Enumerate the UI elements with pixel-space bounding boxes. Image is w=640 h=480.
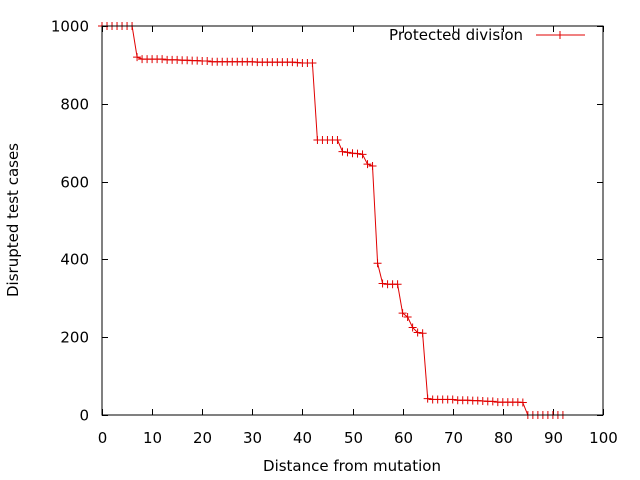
plus-marker-icon bbox=[343, 148, 352, 157]
plus-marker-icon bbox=[378, 279, 387, 288]
plus-marker-icon bbox=[418, 329, 427, 338]
plus-marker-icon bbox=[373, 259, 382, 268]
plus-marker-icon bbox=[393, 280, 402, 289]
x-tick-label: 60 bbox=[394, 429, 413, 447]
x-axis-title: Distance from mutation bbox=[263, 457, 441, 475]
x-tick-label: 20 bbox=[193, 429, 212, 447]
plus-marker-icon bbox=[358, 150, 367, 159]
plus-marker-icon bbox=[368, 162, 377, 171]
y-axis-title: Disrupted test cases bbox=[4, 143, 22, 297]
x-tick-label: 100 bbox=[589, 429, 618, 447]
x-tick-labels: 0 10 20 30 40 50 60 70 80 90 100 bbox=[98, 429, 618, 447]
plus-marker-icon bbox=[133, 53, 142, 62]
x-tick-label: 30 bbox=[243, 429, 262, 447]
plus-marker-icon bbox=[338, 147, 347, 156]
x-tick-label: 0 bbox=[98, 429, 108, 447]
x-tick-label: 80 bbox=[494, 429, 513, 447]
x-tick-label: 70 bbox=[444, 429, 463, 447]
plus-marker-icon bbox=[333, 135, 342, 144]
y-tick-label: 600 bbox=[60, 174, 89, 192]
plus-marker-icon bbox=[403, 312, 412, 321]
plus-marker-icon bbox=[203, 57, 212, 66]
plus-marker-icon bbox=[423, 394, 432, 403]
plus-marker-icon bbox=[408, 323, 417, 332]
x-tick-label: 10 bbox=[143, 429, 162, 447]
plus-marker-icon bbox=[363, 160, 372, 169]
plot-frame bbox=[101, 25, 604, 416]
x-tick-label: 90 bbox=[544, 429, 563, 447]
y-tick-label: 400 bbox=[60, 251, 89, 269]
plus-marker-icon bbox=[353, 149, 362, 158]
x-tick-label: 40 bbox=[293, 429, 312, 447]
plus-marker-icon bbox=[488, 397, 497, 406]
legend-label: Protected division bbox=[389, 26, 523, 44]
y-tick-label: 1000 bbox=[51, 18, 89, 36]
y-tick-labels: 0 200 400 600 800 1000 bbox=[51, 18, 89, 425]
plus-marker-icon bbox=[413, 328, 422, 337]
plus-marker-icon bbox=[158, 55, 167, 64]
plus-marker-icon bbox=[308, 58, 317, 67]
x-tick-label: 50 bbox=[344, 429, 363, 447]
plus-marker-icon bbox=[398, 309, 407, 318]
plus-marker-icon bbox=[448, 395, 457, 404]
plus-marker-icon bbox=[518, 398, 527, 407]
legend: Protected division bbox=[389, 26, 585, 44]
y-tick-label: 0 bbox=[79, 407, 89, 425]
y-tick-label: 800 bbox=[60, 96, 89, 114]
y-tick-label: 200 bbox=[60, 329, 89, 347]
